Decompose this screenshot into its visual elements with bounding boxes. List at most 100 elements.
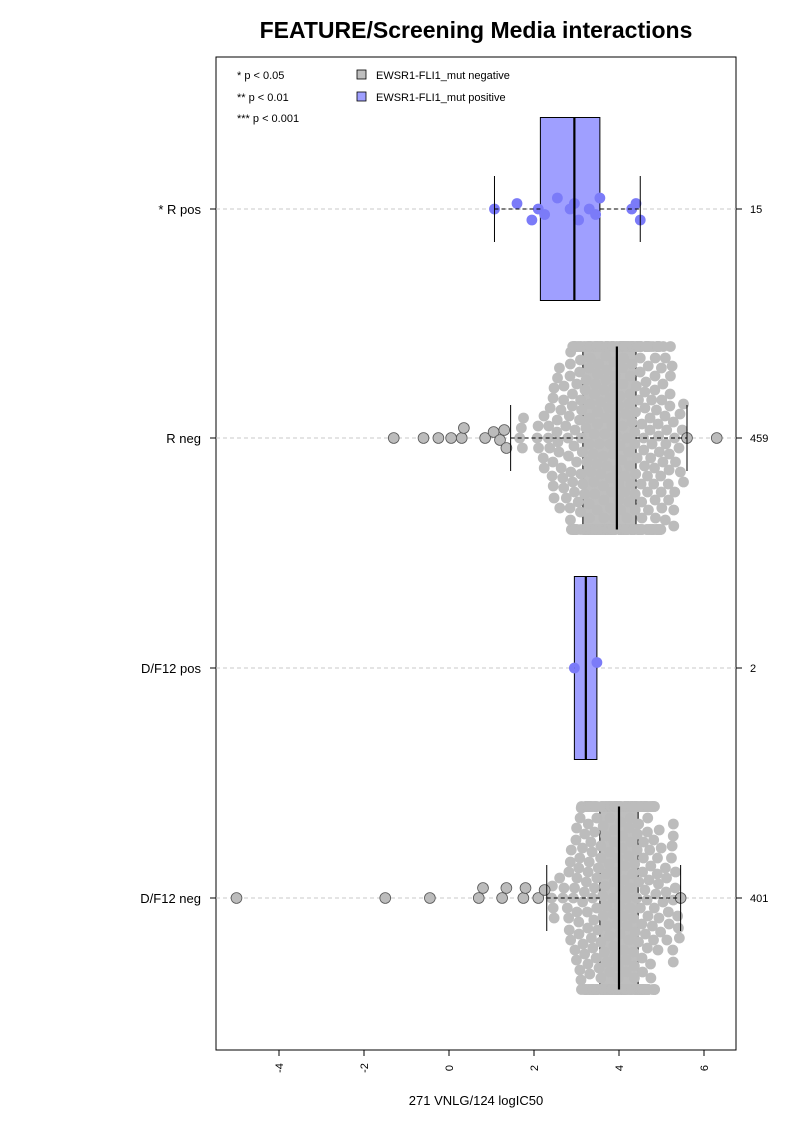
swarm-point [648,801,660,812]
swarm-point [605,502,616,514]
swarm-point [645,958,656,970]
swarm-point [662,906,674,918]
swarm-point [678,398,689,410]
swarm-point [623,850,634,862]
swarm-point [660,438,672,450]
outlier-point [432,432,445,444]
swarm-point [650,512,661,524]
swarm-point [546,470,558,482]
swarm-point [653,912,665,924]
swarm-point [642,504,654,516]
swarm-point [678,476,689,488]
swarm-point [600,374,612,386]
swarm-point [672,922,684,934]
swarm-point [538,462,550,474]
swarm-point [588,476,600,488]
swarm-point [664,400,676,412]
group-count-label: 2 [750,663,756,675]
swarm-point [538,410,550,422]
swarm-point [659,514,671,526]
swarm-point [637,866,648,878]
swarm-point [634,902,646,914]
swarm-point [629,438,641,450]
outlier-point [417,432,430,444]
swarm-point [597,910,609,922]
swarm-point [646,394,658,406]
swarm-point [623,398,635,410]
swarm-point [553,446,565,458]
swarm-point [599,880,611,892]
swarm-point [555,404,567,416]
swarm-point [669,486,681,498]
outlier-point [538,884,551,896]
swarm-point [558,882,570,894]
swarm-point [639,402,651,414]
swarm-point [546,892,557,904]
swarm-point [642,910,654,922]
swarm-point [657,896,669,908]
swarm-point [648,478,660,490]
swarm-point [657,456,669,468]
swarm-point [574,964,586,976]
swarm-point [653,824,665,836]
swarm-point [653,430,664,442]
swarm-point [591,458,603,470]
swarm-point [557,472,569,484]
swarm-point [554,872,566,884]
swarm-point [547,902,559,914]
swarm-point [661,872,672,884]
x-tick-label: 0 [444,1065,456,1071]
swarm-point [603,858,615,870]
swarm-point [579,384,591,396]
swarm-point [532,420,544,432]
swarm-point [548,492,560,504]
swarm-point [665,341,676,352]
swarm-point [624,812,636,824]
swarm-point [592,418,603,430]
swarm-point [601,460,613,472]
group-count-label: 15 [750,204,762,216]
swarm-point [608,836,620,848]
swarm-point [641,894,653,906]
swarm-point [564,502,576,514]
group-count-label: 401 [750,893,768,905]
legend-swatch-negative [356,69,367,80]
swarm-point [663,464,675,476]
swarm-point [567,892,579,904]
swarm-point [633,394,644,406]
swarm-point [548,382,560,394]
swarm-point [584,352,596,364]
plot-frame [215,56,737,1051]
swarm-point [589,388,600,400]
swarm-point [575,394,587,406]
swarm-point [659,410,671,422]
swarm-point [623,934,635,946]
swarm-point [552,372,563,384]
swarm-point [649,384,661,396]
swarm-point [581,456,593,468]
swarm-point [621,892,632,904]
swarm-point [645,452,657,464]
swarm-point [593,438,605,450]
legend-swatch-positive [356,91,367,102]
outlier-point [710,432,723,444]
swarm-point [624,882,636,894]
swarm-point [624,902,636,914]
swarm-point [555,462,567,474]
data-point [526,214,538,226]
x-tick-label: 2 [529,1065,541,1071]
swarm-point [574,812,586,824]
swarm-point [653,446,665,458]
data-point [511,198,523,209]
swarm-point [586,846,598,858]
outlier-point [500,442,513,454]
swarm-point [642,360,654,372]
swarm-point [598,946,610,958]
swarm-point [646,920,658,932]
swarm-point [569,944,581,956]
swarm-point [618,944,629,956]
swarm-point [518,412,529,424]
swarm-point [569,486,580,498]
swarm-point [598,494,610,506]
swarm-point [573,862,585,874]
